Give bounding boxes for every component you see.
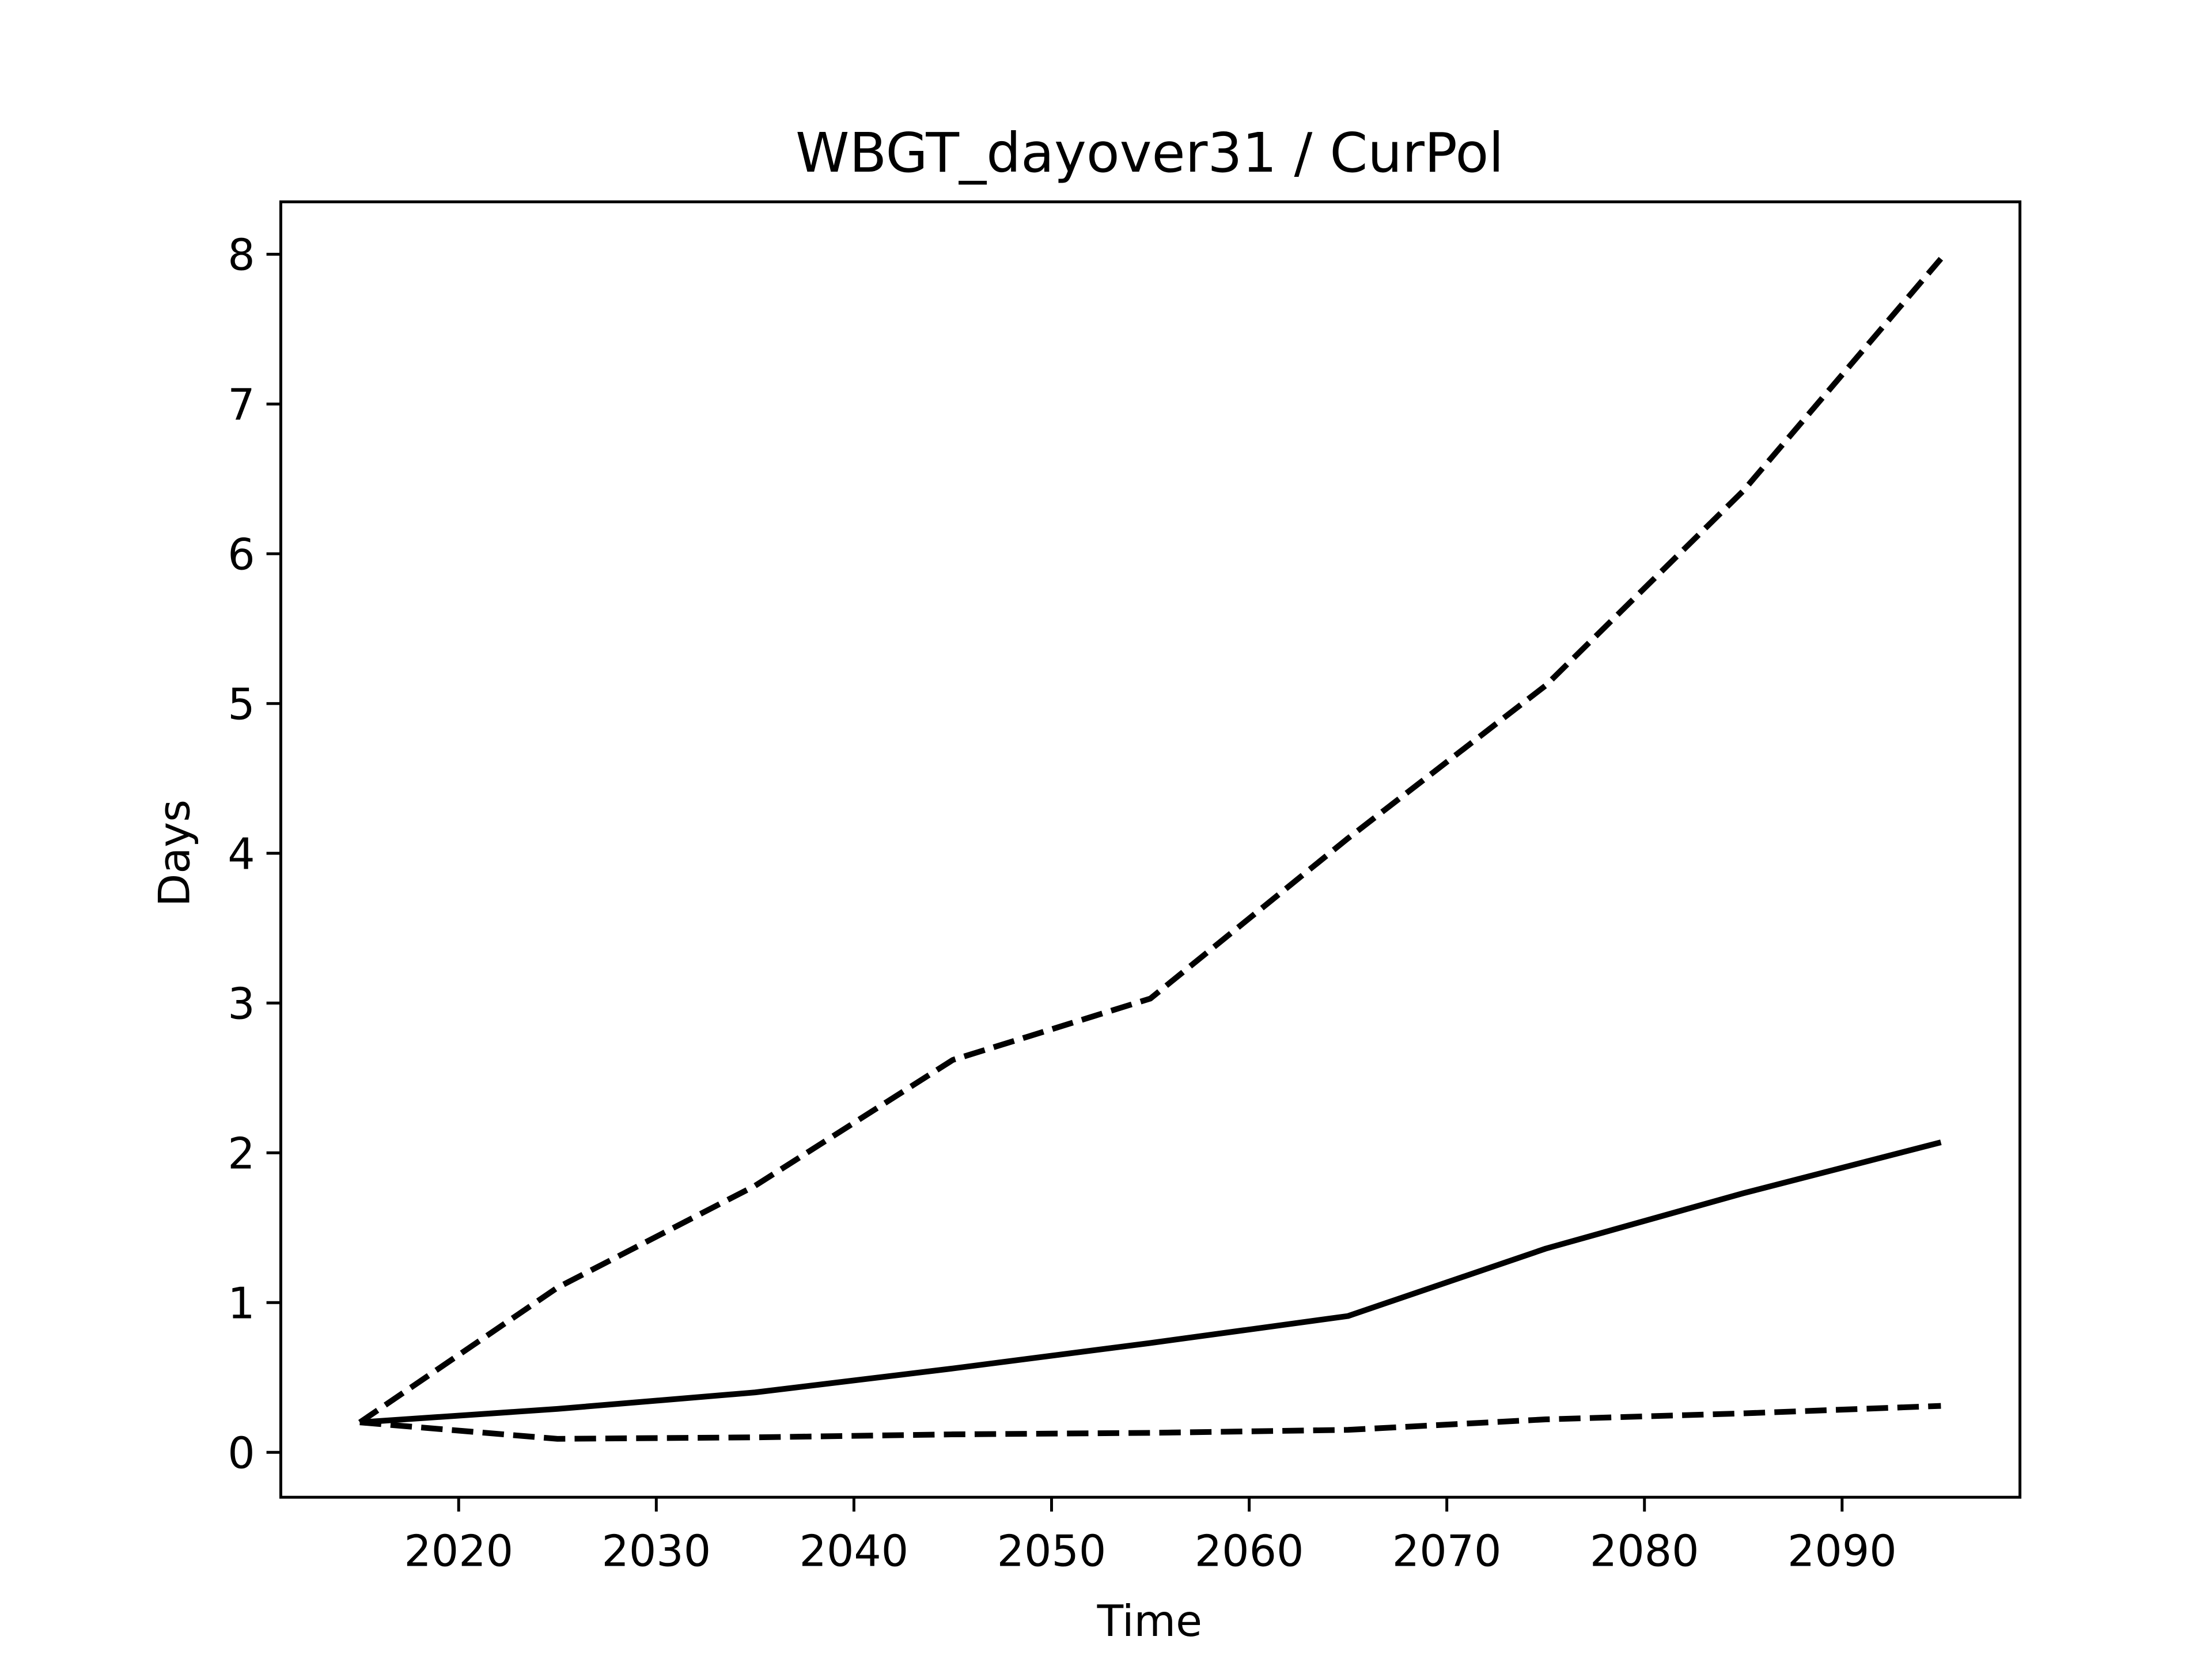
y-tick-label: 1 xyxy=(228,1279,255,1329)
series-line xyxy=(359,1403,1941,1442)
x-tick-label: 2060 xyxy=(1195,1526,1304,1576)
y-tick-label: 5 xyxy=(228,680,255,730)
plot-frame xyxy=(279,200,2022,1499)
chart-title: WBGT_dayover31 / CurPol xyxy=(796,122,1503,185)
y-axis-label: Days xyxy=(149,800,199,907)
x-tick-label: 2050 xyxy=(997,1526,1107,1576)
x-tick-label: 2040 xyxy=(800,1526,909,1576)
y-tick-label: 4 xyxy=(228,830,255,880)
x-axis-label: Time xyxy=(1097,1596,1202,1646)
x-tick-label: 2070 xyxy=(1392,1526,1502,1576)
x-tick-label: 2030 xyxy=(601,1526,711,1576)
x-tick-label: 2090 xyxy=(1787,1526,1897,1576)
series-line xyxy=(359,1139,1942,1426)
y-tick-label: 7 xyxy=(228,380,255,430)
series-line xyxy=(358,256,1944,1425)
x-tick-label: 2020 xyxy=(404,1526,513,1576)
y-tick-label: 3 xyxy=(228,979,255,1029)
y-tick-label: 2 xyxy=(228,1129,255,1179)
x-tick-label: 2080 xyxy=(1590,1526,1699,1576)
y-tick-label: 6 xyxy=(228,530,255,580)
y-tick-label: 0 xyxy=(228,1429,255,1479)
y-tick-label: 8 xyxy=(228,230,255,281)
